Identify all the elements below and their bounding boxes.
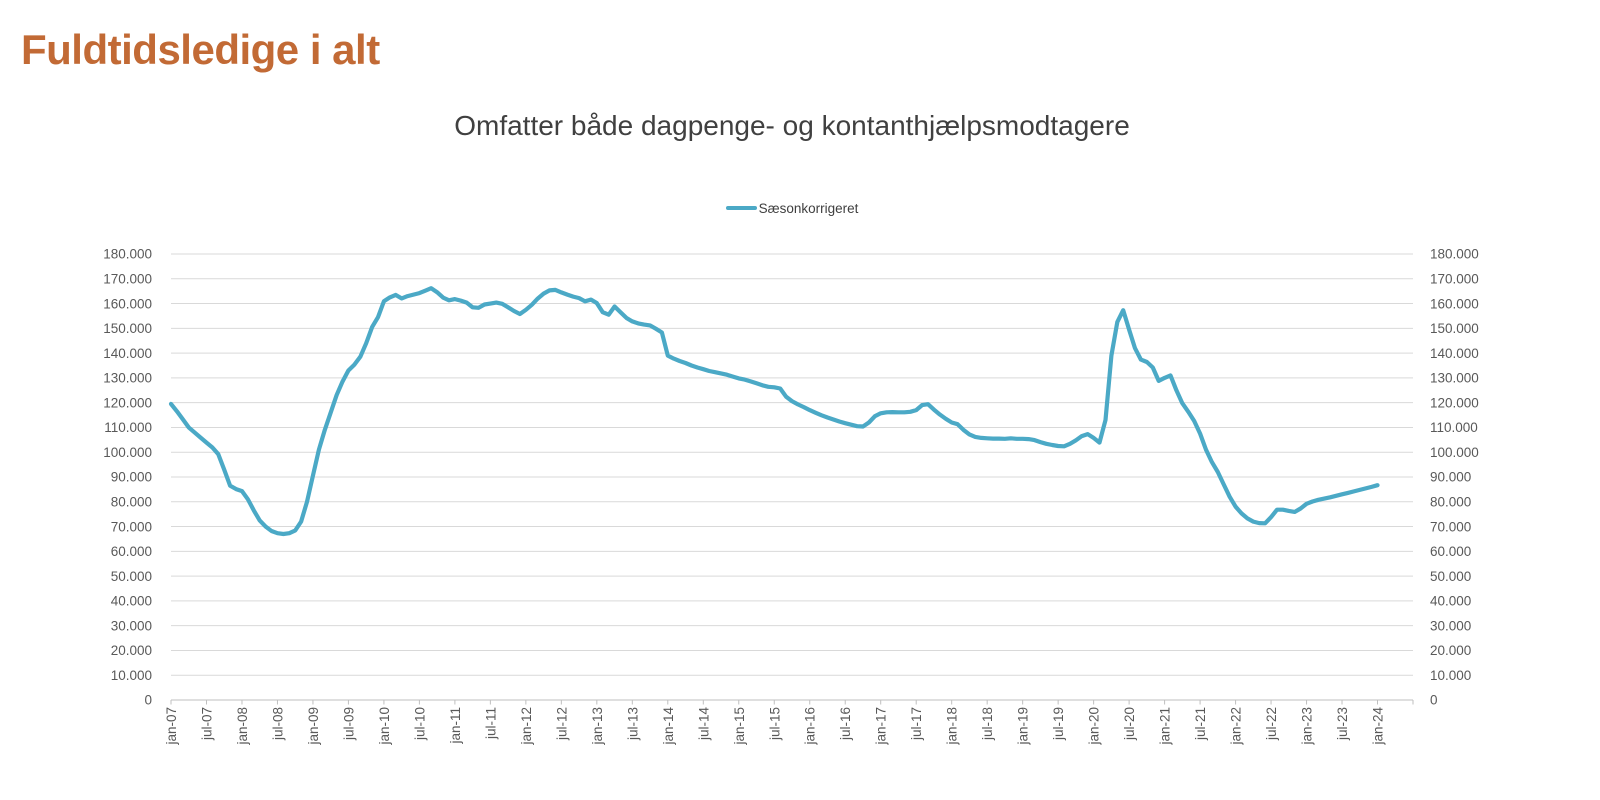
x-axis-label: jul-19 — [1051, 707, 1066, 741]
y-axis-tick-label-left: 170.000 — [103, 271, 152, 286]
y-axis-tick-label-left: 180.000 — [103, 247, 152, 262]
x-axis-label: jan-16 — [803, 707, 818, 746]
y-axis-tick-label-left: 60.000 — [111, 544, 152, 559]
y-axis-tick-label-left: 40.000 — [111, 594, 152, 609]
x-axis-label: jan-23 — [1300, 707, 1315, 746]
legend-line-marker — [725, 206, 757, 210]
y-axis-tick-label-right: 100.000 — [1430, 445, 1479, 460]
x-axis-label: jan-21 — [1158, 707, 1173, 746]
y-axis-tick-label-right: 60.000 — [1430, 544, 1471, 559]
y-axis-tick-label-left: 0 — [144, 693, 152, 708]
x-axis-label: jul-08 — [270, 707, 285, 741]
x-axis-label: jan-07 — [164, 707, 179, 746]
y-axis-tick-label-left: 140.000 — [103, 346, 152, 361]
y-axis-tick-label-left: 160.000 — [103, 296, 152, 311]
y-axis-tick-label-left: 150.000 — [103, 321, 152, 336]
x-axis-label: jul-09 — [341, 707, 356, 741]
x-axis-label: jul-10 — [412, 707, 427, 741]
x-axis-label: jul-17 — [909, 707, 924, 741]
y-axis-tick-label-right: 30.000 — [1430, 618, 1471, 633]
x-axis-label: jan-15 — [732, 707, 747, 746]
y-axis-tick-label-right: 170.000 — [1430, 271, 1479, 286]
y-axis-tick-label-left: 50.000 — [111, 569, 152, 584]
y-axis-tick-label-right: 70.000 — [1430, 519, 1471, 534]
y-axis-tick-label-right: 180.000 — [1430, 247, 1479, 262]
x-axis-label: jul-18 — [980, 707, 995, 741]
y-axis-tick-label-right: 10.000 — [1430, 668, 1471, 683]
y-axis-tick-label-left: 20.000 — [111, 643, 152, 658]
page-title: Fuldtidsledige i alt — [21, 26, 380, 73]
y-axis-tick-label-left: 70.000 — [111, 519, 152, 534]
x-axis-label: jul-20 — [1122, 707, 1137, 741]
y-axis-tick-label-left: 100.000 — [103, 445, 152, 460]
y-axis-tick-label-left: 30.000 — [111, 618, 152, 633]
y-axis-tick-label-right: 40.000 — [1430, 594, 1471, 609]
x-axis-label: jul-15 — [767, 707, 782, 741]
legend: Sæsonkorrigeret — [171, 199, 1413, 217]
x-axis-label: jan-20 — [1087, 707, 1102, 746]
y-axis-tick-label-right: 80.000 — [1430, 494, 1471, 509]
chart-title: Omfatter både dagpenge- og kontanthjælps… — [454, 110, 1130, 141]
x-axis-label: jul-13 — [625, 707, 640, 741]
x-axis-label: jul-14 — [696, 707, 711, 742]
x-axis-label: jul-22 — [1264, 707, 1279, 741]
x-axis-label: jul-07 — [199, 707, 214, 741]
y-axis-tick-label-left: 120.000 — [103, 395, 152, 410]
x-axis-label: jan-19 — [1016, 707, 1031, 746]
y-axis-tick-label-right: 0 — [1430, 693, 1438, 708]
x-axis-label: jan-17 — [874, 707, 889, 746]
x-axis-label: jan-09 — [306, 707, 321, 746]
y-axis-tick-label-right: 50.000 — [1430, 569, 1471, 584]
y-axis-tick-label-right: 150.000 — [1430, 321, 1479, 336]
x-axis-label: jan-18 — [945, 707, 960, 746]
x-axis-label: jan-12 — [519, 707, 534, 746]
y-axis-tick-label-left: 80.000 — [111, 494, 152, 509]
y-axis-tick-label-left: 130.000 — [103, 371, 152, 386]
x-axis-label: jul-11 — [483, 707, 498, 740]
x-axis-label: jan-22 — [1229, 707, 1244, 746]
series-line-saesonkorrigeret — [168, 286, 1380, 537]
x-axis-label: jul-16 — [838, 707, 853, 741]
x-axis-label: jan-08 — [235, 707, 250, 746]
x-axis-label: jan-11 — [448, 707, 463, 745]
x-axis-label: jul-21 — [1193, 707, 1208, 741]
y-axis-tick-label-right: 20.000 — [1430, 643, 1471, 658]
y-axis-tick-label-right: 110.000 — [1430, 420, 1478, 435]
y-axis-tick-label-right: 90.000 — [1430, 470, 1471, 485]
x-axis-label: jul-12 — [554, 707, 569, 741]
x-axis-label: jan-13 — [590, 707, 605, 746]
x-axis-label: jan-24 — [1371, 707, 1386, 746]
y-axis-tick-label-right: 120.000 — [1430, 395, 1479, 410]
x-axis-label: jan-10 — [377, 707, 392, 746]
y-axis-tick-label-right: 140.000 — [1430, 346, 1479, 361]
x-axis-label: jul-23 — [1335, 707, 1350, 741]
y-axis-tick-label-left: 90.000 — [111, 470, 152, 485]
x-axis-label: jan-14 — [661, 707, 676, 746]
y-axis-tick-label-right: 130.000 — [1430, 371, 1479, 386]
y-axis-tick-label-left: 10.000 — [111, 668, 152, 683]
y-axis-tick-label-left: 110.000 — [104, 420, 152, 435]
legend-label: Sæsonkorrigeret — [758, 200, 859, 216]
y-axis-tick-label-right: 160.000 — [1430, 296, 1479, 311]
